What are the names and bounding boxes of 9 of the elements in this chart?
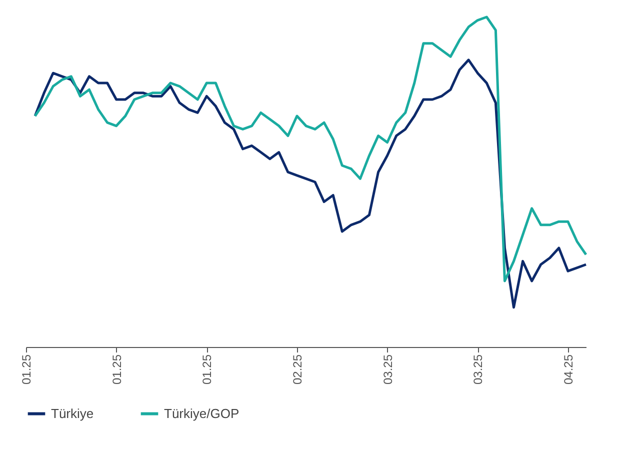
x-tick-label: 01.25 [20, 354, 34, 385]
x-tick-label: 02.25 [290, 354, 304, 385]
x-tick-label: 03.25 [380, 354, 395, 385]
x-tick-label: 01.25 [200, 354, 214, 385]
legend-label: Türkiye [51, 406, 94, 421]
x-tick-label: 03.25 [471, 354, 486, 385]
legend-label: Türkiye/GOP [164, 406, 240, 421]
x-tick-label: 01.25 [110, 354, 124, 385]
x-tick-label: 04.25 [561, 354, 576, 385]
